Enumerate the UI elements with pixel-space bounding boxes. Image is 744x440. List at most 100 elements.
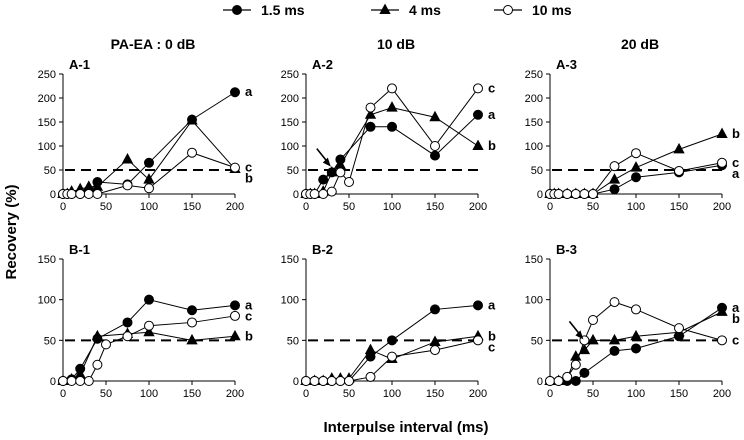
panel-label: A-1 xyxy=(69,57,90,72)
data-point xyxy=(92,359,103,370)
x-axis-title: Interpulse interval (ms) xyxy=(323,419,488,436)
legend-item-2: 4 ms xyxy=(371,2,441,18)
y-tick-label: 0 xyxy=(293,376,299,388)
data-point xyxy=(58,376,68,386)
data-point xyxy=(318,189,329,199)
legend-marker xyxy=(503,5,513,15)
data-point xyxy=(562,371,573,382)
data-point xyxy=(309,189,320,199)
data-point xyxy=(83,189,94,199)
data-point xyxy=(562,189,573,199)
data-point xyxy=(608,173,621,184)
column-title: 10 dB xyxy=(377,36,415,52)
y-tick-label: 50 xyxy=(287,165,299,177)
x-tick-label: 50 xyxy=(343,388,355,400)
y-axis-title: Recovery (%) xyxy=(3,184,20,279)
y-tick-label: 50 xyxy=(531,335,543,347)
y-tick-label: 150 xyxy=(281,254,299,266)
y-tick-label: 50 xyxy=(287,335,299,347)
data-point xyxy=(229,329,241,341)
data-point xyxy=(318,376,329,386)
panel-B-3: B-3 0 50 100 150 0 50 100 150 200 abc xyxy=(525,242,740,400)
x-tick-label: 100 xyxy=(627,388,645,400)
data-point xyxy=(187,147,197,158)
data-point xyxy=(143,173,155,184)
y-tick-label: 100 xyxy=(38,141,56,153)
data-point xyxy=(387,121,397,132)
series-tag: c xyxy=(732,332,739,347)
data-point xyxy=(121,153,134,164)
data-point xyxy=(101,339,111,350)
series-tag: b xyxy=(732,126,740,141)
x-tick-label: 100 xyxy=(627,201,645,213)
data-point xyxy=(364,343,377,355)
legend: 1.5 ms 4 ms 10 ms xyxy=(223,2,572,18)
data-point xyxy=(716,305,728,316)
series-tag: a xyxy=(245,84,253,99)
x-tick-label: 100 xyxy=(140,388,158,400)
data-point xyxy=(387,351,397,362)
y-tick-label: 250 xyxy=(281,69,299,81)
y-tick-label: 150 xyxy=(281,117,299,129)
data-point xyxy=(365,102,376,113)
data-point xyxy=(631,304,641,315)
y-tick-label: 0 xyxy=(293,189,299,201)
data-point xyxy=(387,335,397,346)
data-point xyxy=(609,345,620,356)
x-tick-label: 0 xyxy=(303,201,309,213)
legend-label: 1.5 ms xyxy=(261,2,305,18)
data-point xyxy=(473,109,483,120)
x-tick-label: 50 xyxy=(100,388,112,400)
data-point xyxy=(75,376,86,386)
data-point xyxy=(301,376,311,386)
y-tick-label: 50 xyxy=(531,165,543,177)
data-point xyxy=(186,333,198,345)
data-point xyxy=(673,142,685,154)
x-tick-label: 0 xyxy=(547,388,553,400)
data-point xyxy=(230,300,240,311)
panel-label: A-2 xyxy=(312,57,333,72)
data-point xyxy=(230,87,240,98)
panel-A-2: 10 dB A-2 0 50 100 150 200 250 0 50 100 150 200 ca b xyxy=(281,36,496,213)
series-2-points xyxy=(544,127,728,199)
panel-label: B-3 xyxy=(556,242,577,257)
series-tag: c xyxy=(245,160,252,175)
y-tick-label: 150 xyxy=(38,117,56,129)
series-tag: b xyxy=(245,171,253,186)
column-title: PA-EA : 0 dB xyxy=(111,36,196,52)
data-point xyxy=(429,110,441,122)
series-tag: a xyxy=(732,166,740,181)
data-point xyxy=(545,376,555,386)
data-point xyxy=(144,294,154,305)
x-tick-label: 200 xyxy=(713,388,731,400)
x-tick-label: 100 xyxy=(140,201,158,213)
data-point xyxy=(473,300,483,311)
y-tick-label: 250 xyxy=(38,69,56,81)
data-point xyxy=(588,189,598,199)
series-line xyxy=(306,107,479,195)
legend-marker xyxy=(232,5,242,15)
x-tick-label: 100 xyxy=(383,201,401,213)
series-tag: a xyxy=(488,107,496,122)
panel-B-1: B-1 0 50 100 150 0 50 100 150 200 acb xyxy=(38,242,253,400)
data-point xyxy=(430,141,440,151)
data-point xyxy=(716,127,728,139)
x-tick-label: 50 xyxy=(587,201,599,213)
series-tag: b xyxy=(488,138,496,153)
data-point xyxy=(609,297,620,308)
data-point xyxy=(144,320,154,331)
data-point xyxy=(92,189,103,199)
x-tick-label: 200 xyxy=(469,201,487,213)
data-point xyxy=(186,114,198,125)
series-tag: c xyxy=(245,308,252,323)
y-tick-label: 100 xyxy=(525,295,543,307)
data-point xyxy=(83,376,94,386)
panel-A-1: PA-EA : 0 dB A-1 0 50 100 150 200 250 0 50 100 150 2… xyxy=(38,36,253,213)
y-tick-label: 200 xyxy=(281,93,299,105)
data-point xyxy=(326,165,338,177)
y-tick-label: 150 xyxy=(38,254,56,266)
series-3-points xyxy=(545,297,727,386)
y-tick-label: 150 xyxy=(525,117,543,129)
y-tick-label: 0 xyxy=(537,189,543,201)
x-tick-label: 50 xyxy=(343,201,355,213)
